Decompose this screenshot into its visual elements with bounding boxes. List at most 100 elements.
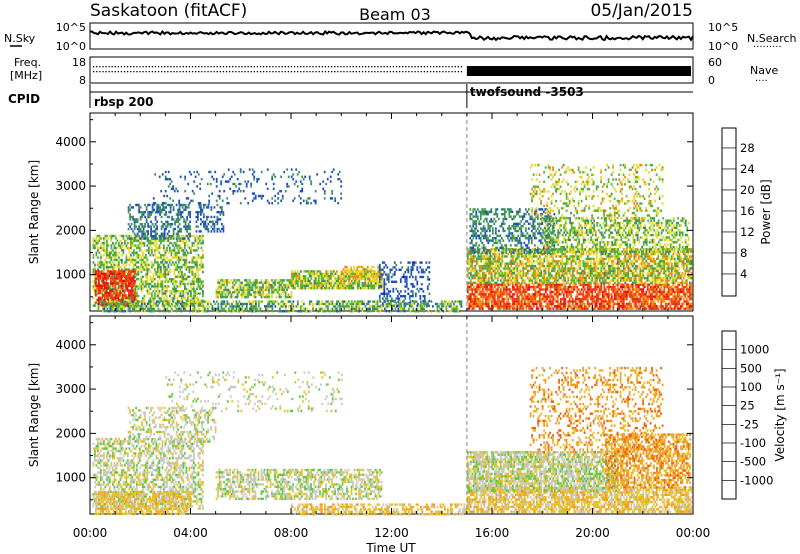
range-cell <box>393 300 395 303</box>
range-cell <box>502 290 505 294</box>
range-cell <box>134 290 137 293</box>
range-cell <box>102 310 104 313</box>
range-cell <box>537 290 540 294</box>
range-cell <box>556 300 559 303</box>
freq-dot <box>176 71 178 73</box>
range-cell <box>579 293 582 296</box>
range-cell <box>147 237 149 240</box>
range-cell <box>244 197 247 200</box>
range-cell <box>95 239 98 242</box>
range-cell <box>222 230 225 233</box>
range-cell <box>164 190 167 193</box>
range-cell <box>107 284 109 287</box>
freq-dot <box>99 71 101 73</box>
freq-dot <box>460 66 463 68</box>
range-cell <box>216 307 218 310</box>
range-cell <box>366 307 368 310</box>
range-cell <box>109 254 111 257</box>
range-cell <box>148 239 150 242</box>
range-cell <box>164 292 167 295</box>
range-cell <box>202 263 204 266</box>
range-cell <box>161 173 164 176</box>
range-cell <box>251 281 254 284</box>
range-cell <box>125 254 128 257</box>
range-cell <box>604 300 607 303</box>
range-cell <box>169 249 171 252</box>
range-cell <box>523 297 526 301</box>
range-cell <box>601 307 604 310</box>
range-cell <box>217 302 220 306</box>
range-cell <box>386 292 389 295</box>
range-cell <box>119 275 121 278</box>
range-cell <box>129 279 132 283</box>
range-cell <box>490 295 493 298</box>
range-cell <box>526 285 529 289</box>
range-cell <box>420 271 423 274</box>
range-cell <box>328 279 331 283</box>
range-cell <box>609 302 612 306</box>
freq-dot <box>130 71 132 73</box>
range-cell <box>104 234 107 238</box>
range-cell <box>202 282 204 286</box>
range-cell <box>199 268 201 271</box>
freq-dot <box>442 71 444 73</box>
range-cell <box>493 302 496 306</box>
freq-dot <box>210 66 212 68</box>
range-cell <box>217 310 220 313</box>
range-cell <box>260 279 263 282</box>
range-cell <box>355 279 358 283</box>
range-cell <box>253 305 256 308</box>
range-cell <box>161 285 164 288</box>
range-cell <box>619 305 622 308</box>
range-cell <box>196 287 198 290</box>
range-cell <box>193 266 195 269</box>
range-cell <box>631 295 634 298</box>
range-cell <box>94 263 96 266</box>
range-cell <box>297 284 299 287</box>
range-cell <box>354 282 356 285</box>
range-cell <box>185 278 188 281</box>
range-cell <box>322 279 325 283</box>
range-cell <box>143 280 146 283</box>
range-cell <box>105 284 108 287</box>
range-cell <box>553 305 556 308</box>
range-cell <box>221 281 224 284</box>
range-cell <box>394 307 397 310</box>
range-cell <box>345 284 347 287</box>
range-cell <box>132 299 135 302</box>
range-cell <box>350 265 353 269</box>
range-cell <box>202 310 205 313</box>
range-cell <box>359 270 362 273</box>
range-cell <box>634 300 637 303</box>
range-cell <box>301 305 304 308</box>
range-cell <box>227 202 230 205</box>
range-cell <box>114 296 117 299</box>
range-cell <box>199 287 201 290</box>
range-cell <box>310 272 313 275</box>
range-cell <box>442 305 445 308</box>
range-cell <box>119 234 122 238</box>
range-cell <box>235 302 238 306</box>
range-cell <box>384 283 387 286</box>
range-cell <box>179 239 182 242</box>
range-cell <box>376 302 379 306</box>
range-cell <box>136 251 138 254</box>
range-cell <box>379 300 382 303</box>
range-cell <box>160 220 163 223</box>
range-cell <box>619 290 622 294</box>
freq-dot <box>433 66 435 68</box>
range-cell <box>260 295 263 299</box>
range-cell <box>508 307 511 310</box>
range-cell <box>151 285 153 288</box>
freq-dot <box>392 66 395 68</box>
freq-dot <box>201 71 203 73</box>
range-cell <box>268 291 270 294</box>
range-cell <box>361 287 364 290</box>
range-cell <box>227 168 230 171</box>
range-cell <box>313 272 316 275</box>
range-cell <box>309 272 311 275</box>
range-cell <box>121 302 124 306</box>
range-cell <box>216 230 219 233</box>
range-cell <box>589 297 592 301</box>
freq-dot <box>365 71 367 73</box>
